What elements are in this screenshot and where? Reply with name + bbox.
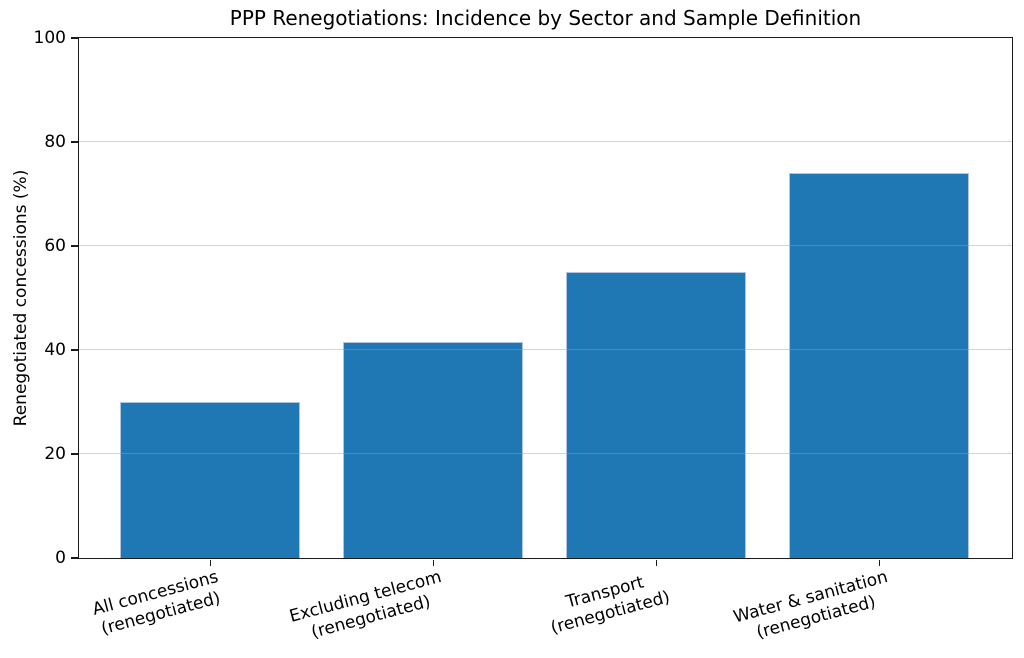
y-tick-mark-20 (71, 453, 78, 455)
x-tick-mark-0 (209, 559, 212, 566)
x-tick-label-0: All concessions (renegotiated) (90, 567, 223, 640)
bar-3 (789, 172, 969, 558)
x-tick-mark-2 (655, 559, 658, 566)
bar-2 (566, 271, 746, 558)
y-tick-label-80: 80 (44, 132, 66, 152)
gridline-40 (78, 349, 1012, 350)
y-axis-label: Renegotiated concessions (%) (11, 169, 31, 427)
y-tick-mark-40 (71, 349, 78, 351)
gridline-80 (78, 141, 1012, 142)
y-tick-label-20: 20 (44, 444, 66, 464)
y-tick-label-60: 60 (44, 236, 66, 256)
bar-0 (120, 401, 300, 558)
x-tick-mark-3 (878, 559, 881, 566)
plot-area (77, 36, 1013, 559)
chart-title: PPP Renegotiations: Incidence by Sector … (229, 6, 862, 30)
x-tick-mark-1 (432, 559, 435, 566)
y-tick-mark-60 (71, 245, 78, 247)
bar-1 (343, 341, 523, 558)
gridline-60 (78, 245, 1012, 246)
x-tick-label-3: Water & sanitation (renegotiated) (731, 567, 890, 643)
x-tick-label-1: Excluding telecom (renegotiated) (287, 567, 444, 643)
y-tick-label-0: 0 (55, 548, 66, 568)
x-tick-label-2: Transport (renegotiated) (548, 572, 673, 639)
y-tick-mark-100 (71, 37, 78, 39)
y-tick-mark-80 (71, 141, 78, 143)
y-tick-mark-0 (71, 557, 78, 559)
gridline-20 (78, 453, 1012, 454)
y-tick-label-100: 100 (33, 28, 66, 48)
y-tick-label-40: 40 (44, 340, 66, 360)
